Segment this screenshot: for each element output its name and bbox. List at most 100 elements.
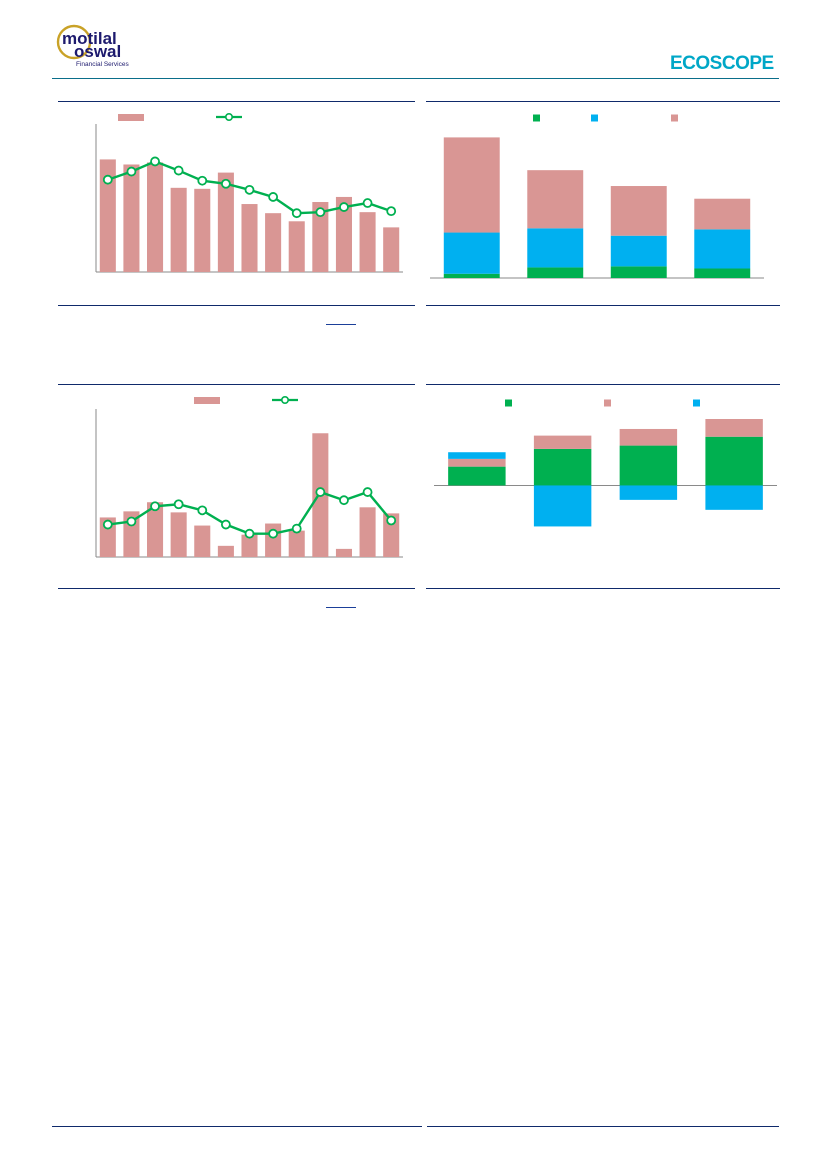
chart-bar (288, 221, 305, 272)
chart-bar (147, 162, 164, 272)
stacked-bar-segment (527, 267, 584, 278)
chart-bar (383, 513, 400, 557)
chart3-top-rule (58, 384, 415, 385)
line-point (362, 198, 373, 208)
line-point (315, 487, 326, 497)
line-point (291, 523, 302, 534)
stacked-bar-segment (448, 458, 506, 467)
legend-line-marker (225, 113, 234, 122)
line-point (268, 192, 279, 202)
legend-swatch-pink (671, 114, 678, 122)
legend-swatch-green (505, 399, 512, 407)
line-point (244, 184, 255, 195)
source-link-1[interactable] (326, 324, 356, 325)
line-point (315, 207, 326, 218)
ecoscope-logo: ECOSCOPE (668, 48, 780, 76)
line-point (386, 515, 397, 526)
chart2-top-rule (426, 101, 780, 102)
line-point (220, 519, 231, 530)
stacked-bar-segment (443, 273, 500, 278)
brand-line1: motilal (62, 29, 117, 48)
stacked-bar-segment (533, 485, 592, 527)
chart4-bottom-rule (426, 588, 780, 589)
legend-line-marker (281, 396, 290, 405)
stacked-bar-segment (448, 466, 506, 486)
line-point (102, 519, 113, 530)
chart1-bottom-rule (58, 305, 415, 306)
stacked-bar-segment (533, 435, 592, 449)
line-point (244, 528, 255, 539)
chart-bar (359, 212, 376, 272)
header-rule (52, 78, 779, 79)
stacked-bar-segment (705, 419, 763, 437)
stacked-bar-segment (694, 198, 751, 230)
line-point (339, 202, 349, 212)
footer-rule-right (427, 1126, 779, 1127)
line-point (173, 165, 184, 176)
stacked-bar-segment (619, 445, 678, 486)
line-point (339, 495, 349, 506)
line-point (126, 166, 137, 177)
chart-bar (241, 204, 258, 272)
chart-bar (123, 164, 140, 272)
chart-bar (147, 502, 164, 557)
chart2-bottom-rule (426, 305, 780, 306)
chart-bar (265, 523, 282, 557)
line-point (220, 178, 231, 189)
legend-bar-swatch (194, 397, 220, 404)
chart-4 (434, 399, 777, 527)
report-brand: ECOSCOPE (670, 53, 774, 74)
stacked-bar-segment (705, 436, 763, 486)
line-point (150, 501, 160, 512)
brand-tagline: Financial Services (76, 61, 129, 68)
chart-3 (95, 396, 403, 558)
chart-bar (288, 530, 305, 557)
chart-bar (217, 172, 234, 272)
stacked-bar-segment (705, 485, 763, 510)
line-point (291, 208, 302, 219)
footer-rule-left (52, 1126, 422, 1127)
stacked-bar-segment (610, 266, 667, 278)
chart-2 (430, 114, 764, 279)
chart-bar (335, 196, 352, 272)
line-point (150, 156, 160, 167)
chart1-top-rule (58, 101, 415, 102)
chart-bar (194, 525, 211, 557)
chart-bar (383, 227, 400, 272)
line-point (197, 175, 208, 186)
stacked-bar-segment (694, 229, 751, 269)
brand-line2: oswal (74, 42, 121, 61)
legend-bar-swatch (118, 114, 144, 121)
legend-swatch-blue (693, 399, 700, 407)
stacked-bar-segment (610, 235, 667, 267)
line-point (197, 505, 208, 516)
stacked-bar-segment (610, 186, 667, 236)
source-link-2[interactable] (326, 607, 356, 608)
stacked-bar-segment (527, 170, 584, 229)
chart-bar (170, 187, 187, 272)
line-point (102, 174, 113, 185)
chart-bar (335, 548, 352, 557)
chart3-bottom-rule (58, 588, 415, 589)
chart-bar (194, 188, 211, 272)
stacked-bar-segment (619, 485, 678, 500)
chart4-top-rule (426, 384, 780, 385)
chart-1 (95, 113, 403, 273)
chart-bar (359, 507, 376, 557)
legend-swatch-pink (604, 399, 611, 407)
line-point (386, 206, 397, 217)
chart-bar (217, 545, 234, 557)
motilal-oswal-logo: motilal oswal Financial Services (52, 22, 152, 70)
legend-swatch-green (533, 114, 540, 122)
line-point (362, 487, 373, 497)
chart-bar (99, 159, 116, 272)
stacked-bar-segment (443, 137, 500, 233)
stacked-bar-segment (443, 232, 500, 274)
stacked-bar-segment (448, 452, 506, 459)
line-point (126, 516, 137, 527)
chart-bar (265, 213, 282, 272)
stacked-bar-segment (694, 268, 751, 278)
stacked-bar-segment (619, 428, 678, 446)
chart-bar (170, 512, 187, 557)
legend-swatch-blue (591, 114, 598, 122)
